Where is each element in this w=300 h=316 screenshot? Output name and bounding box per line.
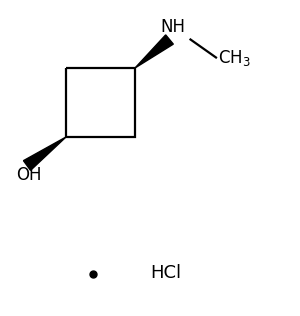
Text: NH: NH: [160, 19, 185, 37]
Polygon shape: [23, 137, 66, 170]
Text: CH$_3$: CH$_3$: [218, 47, 250, 68]
Text: HCl: HCl: [150, 264, 181, 283]
Text: OH: OH: [16, 166, 42, 184]
Polygon shape: [135, 35, 173, 68]
